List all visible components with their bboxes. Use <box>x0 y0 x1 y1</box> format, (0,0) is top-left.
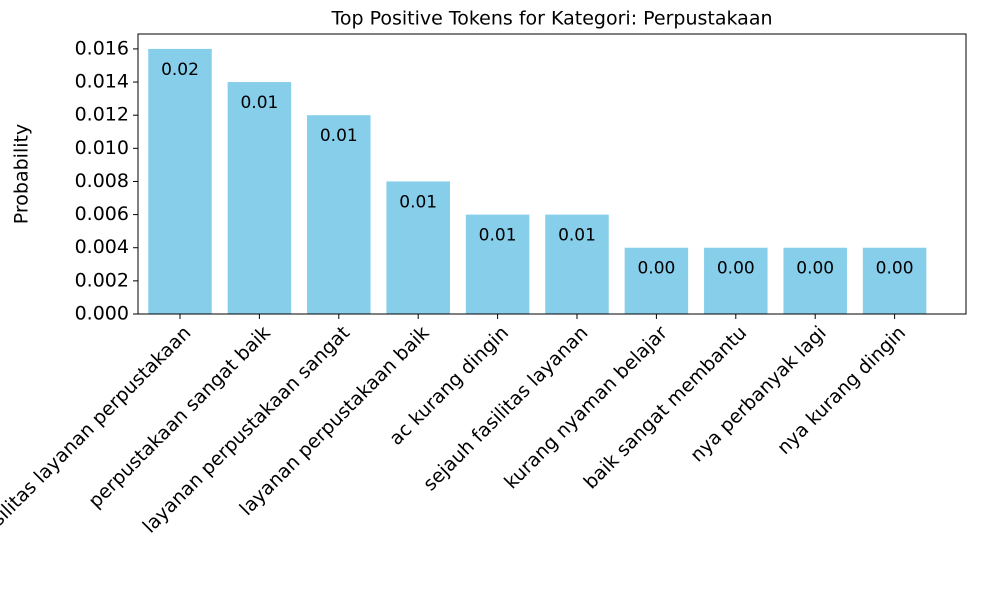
data-label: 0.01 <box>240 93 278 113</box>
y-axis-label: Probability <box>11 124 33 224</box>
x-tick-label: nya perbanyak lagi <box>686 322 831 467</box>
y-tick-label: 0.006 <box>75 203 129 225</box>
data-label: 0.00 <box>717 259 755 279</box>
bar <box>386 181 450 314</box>
y-tick-label: 0.016 <box>75 37 129 59</box>
y-tick-label: 0.002 <box>75 269 129 291</box>
y-tick-label: 0.014 <box>75 71 129 93</box>
bar <box>465 214 530 314</box>
plot-frame <box>137 33 967 315</box>
x-tick-label: sejauh fasilitas layanan <box>419 322 592 495</box>
bar <box>624 247 689 314</box>
y-tick-label: 0.012 <box>75 104 129 126</box>
y-tick-label: 0.004 <box>75 236 129 258</box>
data-label: 0.01 <box>320 126 358 146</box>
bar <box>545 214 609 314</box>
data-label: 0.02 <box>161 60 199 80</box>
bar <box>783 247 847 314</box>
bar <box>704 247 768 314</box>
bar <box>307 115 371 314</box>
y-tick-label: 0.010 <box>75 137 129 159</box>
bar <box>227 82 292 315</box>
y-tick-label: 0.008 <box>75 170 129 192</box>
data-label: 0.01 <box>479 226 517 246</box>
x-tick-label: kurang nyaman belajar <box>500 322 672 494</box>
data-label: 0.00 <box>637 259 675 279</box>
bar <box>862 247 927 314</box>
data-label: 0.01 <box>399 192 437 212</box>
chart-title: Top Positive Tokens for Kategori: Perpus… <box>330 8 772 30</box>
y-tick-label: 0.000 <box>75 303 129 325</box>
data-label: 0.00 <box>796 259 834 279</box>
data-label: 0.00 <box>876 259 914 279</box>
x-tick-label: baik sangat membantu <box>580 322 752 494</box>
data-label: 0.01 <box>558 226 596 246</box>
bar <box>148 48 212 314</box>
